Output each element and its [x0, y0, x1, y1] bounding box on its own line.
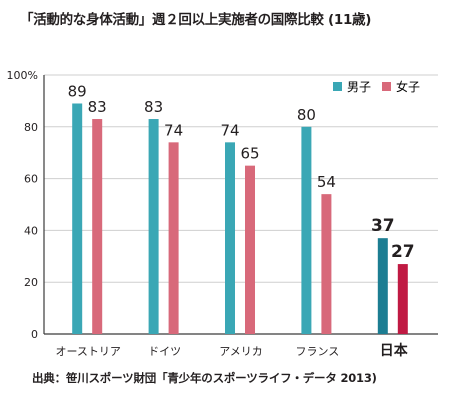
x-category-label: フランス: [296, 345, 340, 358]
y-tick-label: 60: [24, 173, 38, 186]
y-tick-label: 40: [24, 224, 38, 237]
source-note: 出典：笹川スポーツ財団「青少年のスポーツライフ・データ 2013): [32, 371, 377, 385]
value-label: 89: [68, 82, 87, 100]
y-tick-label: 0: [31, 328, 38, 341]
bars: [72, 103, 408, 335]
bar-female: [168, 142, 179, 334]
legend-label-male: 男子: [347, 80, 371, 94]
chart-title: 「活動的な身体活動」週２回以上実施者の国際比較 (11歳): [20, 12, 372, 28]
y-tick-label: 100%: [7, 69, 38, 82]
legend-swatch-male: [333, 82, 342, 91]
value-label: 54: [317, 173, 336, 191]
value-label: 65: [240, 145, 259, 163]
legend-swatch-female: [382, 82, 391, 91]
y-axis-ticks: 100% 80 60 40 20 0: [7, 69, 38, 341]
legend: 男子 女子: [333, 79, 420, 94]
bar-female: [321, 194, 332, 334]
y-tick-label: 80: [24, 121, 38, 134]
x-category-label: オーストリア: [55, 345, 120, 358]
gridlines: [43, 74, 438, 335]
bar-male: [301, 126, 312, 334]
bar-male: [72, 103, 83, 335]
bar-male: [377, 238, 388, 334]
x-category-label: ドイツ: [148, 345, 181, 358]
bar-female: [245, 165, 255, 334]
legend-label-female: 女子: [396, 79, 420, 94]
value-label: 74: [164, 121, 183, 139]
value-label: 37: [371, 216, 395, 236]
x-axis-categories: オーストリア ドイツ アメリカ フランス 日本: [55, 342, 408, 359]
bar-male: [225, 142, 235, 334]
bar-male: [148, 119, 159, 334]
value-label: 80: [297, 106, 316, 124]
bar-female: [397, 264, 408, 334]
value-label: 74: [220, 121, 239, 139]
value-label: 83: [88, 98, 107, 116]
value-label: 27: [391, 242, 415, 262]
bar-female: [92, 119, 103, 334]
x-category-label: 日本: [380, 342, 409, 359]
x-category-label: アメリカ: [219, 345, 262, 358]
y-tick-label: 20: [24, 276, 38, 289]
value-label: 83: [144, 98, 163, 116]
